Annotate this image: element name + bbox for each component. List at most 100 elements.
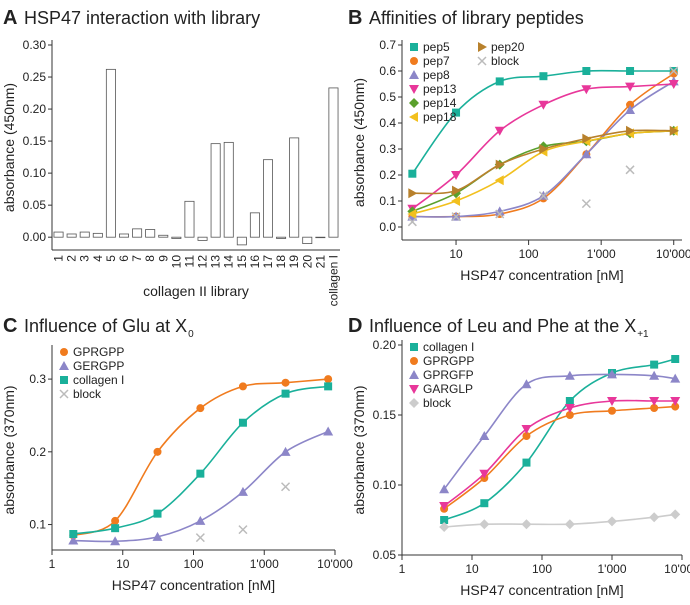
marker [608, 406, 616, 415]
bar [79, 231, 90, 238]
bar [66, 233, 77, 238]
legend-marker [409, 385, 419, 394]
fit-line [443, 373, 676, 490]
legend-label: collagen I [423, 340, 474, 354]
bar [210, 143, 221, 238]
fit-line [443, 405, 676, 510]
x-tick-label: 10 [169, 255, 183, 269]
legend-label: pep20 [491, 40, 525, 54]
legend-label: GPRGPP [73, 345, 124, 359]
x-tick-label: 1 [399, 562, 406, 576]
panel-letter: B [348, 7, 362, 29]
y-tick-label: 0.15 [23, 134, 47, 148]
y-tick-label: 0.00 [23, 230, 47, 244]
marker [522, 432, 531, 440]
marker [539, 144, 549, 154]
x-tick-label: 10 [116, 557, 130, 571]
marker [281, 482, 291, 492]
x-tick-label: 9 [156, 255, 170, 262]
y-tick-label: 0.25 [23, 70, 47, 84]
x-tick-label: 10 [449, 247, 463, 261]
marker [479, 469, 490, 479]
y-tick-label: 0.3 [29, 372, 46, 386]
y-tick-label: 0.5 [379, 90, 396, 104]
marker [626, 125, 636, 136]
marker [650, 360, 659, 369]
y-tick-label: 0.15 [373, 408, 397, 422]
bar [236, 236, 247, 246]
legend-marker [410, 343, 418, 351]
legend-label: GERGPP [73, 359, 124, 373]
marker [625, 105, 636, 114]
bar [289, 137, 300, 238]
marker [439, 522, 450, 532]
bar [302, 236, 313, 244]
marker [440, 516, 449, 524]
legend-label: pep7 [423, 54, 450, 68]
legend-marker [409, 85, 419, 94]
y-tick-label: 0.20 [23, 102, 47, 116]
bar [92, 232, 103, 238]
marker [521, 519, 532, 530]
y-tick-label: 0.3 [379, 142, 396, 156]
marker [495, 209, 505, 219]
bar [197, 236, 208, 241]
marker [480, 499, 489, 508]
legend-label: pep13 [423, 82, 457, 96]
marker [451, 212, 461, 222]
fit-line [73, 378, 329, 537]
marker [494, 175, 504, 186]
x-tick-label: 10'000 [664, 562, 690, 576]
marker [626, 67, 635, 75]
bar [119, 233, 129, 238]
marker [323, 426, 334, 436]
marker [625, 82, 636, 92]
marker [439, 502, 450, 511]
x-tick-label: 100 [183, 557, 203, 571]
marker [607, 369, 617, 379]
marker [669, 125, 679, 136]
marker [582, 133, 592, 144]
marker [238, 382, 247, 391]
marker [238, 525, 248, 535]
fit-line [412, 129, 674, 195]
x-tick-label: 14 [222, 255, 236, 269]
marker [539, 72, 548, 81]
x-tick-label: 100 [519, 247, 539, 261]
bar [132, 228, 143, 238]
y-tick-label: 0.05 [23, 198, 47, 212]
x-tick-label: 6 [117, 255, 131, 262]
x-tick-label: 4 [91, 255, 105, 262]
marker [451, 196, 461, 206]
legend-label: pep8 [423, 68, 450, 82]
marker [581, 149, 592, 159]
x-tick-label: 1 [52, 255, 66, 262]
legend-label: pep18 [423, 110, 457, 124]
marker [581, 199, 591, 209]
y-tick-label: 0.4 [379, 116, 396, 130]
marker [111, 516, 120, 525]
marker [564, 370, 575, 380]
marker [237, 486, 248, 496]
marker [521, 425, 532, 434]
y-tick-label: 0.05 [373, 548, 397, 562]
chart-title: Affinities of library peptides [369, 8, 584, 28]
marker [110, 536, 121, 546]
bar [145, 229, 156, 238]
marker [607, 397, 617, 406]
legend-marker [409, 370, 419, 379]
x-axis-label: HSP47 concentration [nM] [460, 267, 623, 283]
marker [69, 530, 78, 538]
bar [249, 212, 260, 238]
x-tick-label: 12 [196, 255, 210, 269]
marker [494, 206, 505, 216]
legend-marker [410, 357, 418, 365]
marker [452, 108, 461, 117]
x-tick-label: 10'000 [317, 557, 353, 571]
legend-label: GPRGPP [423, 354, 474, 368]
y-tick-label: 0.1 [29, 518, 46, 532]
bar [276, 236, 287, 239]
y-tick-label: 0.2 [379, 168, 396, 182]
bar [53, 231, 64, 238]
marker [280, 446, 291, 456]
